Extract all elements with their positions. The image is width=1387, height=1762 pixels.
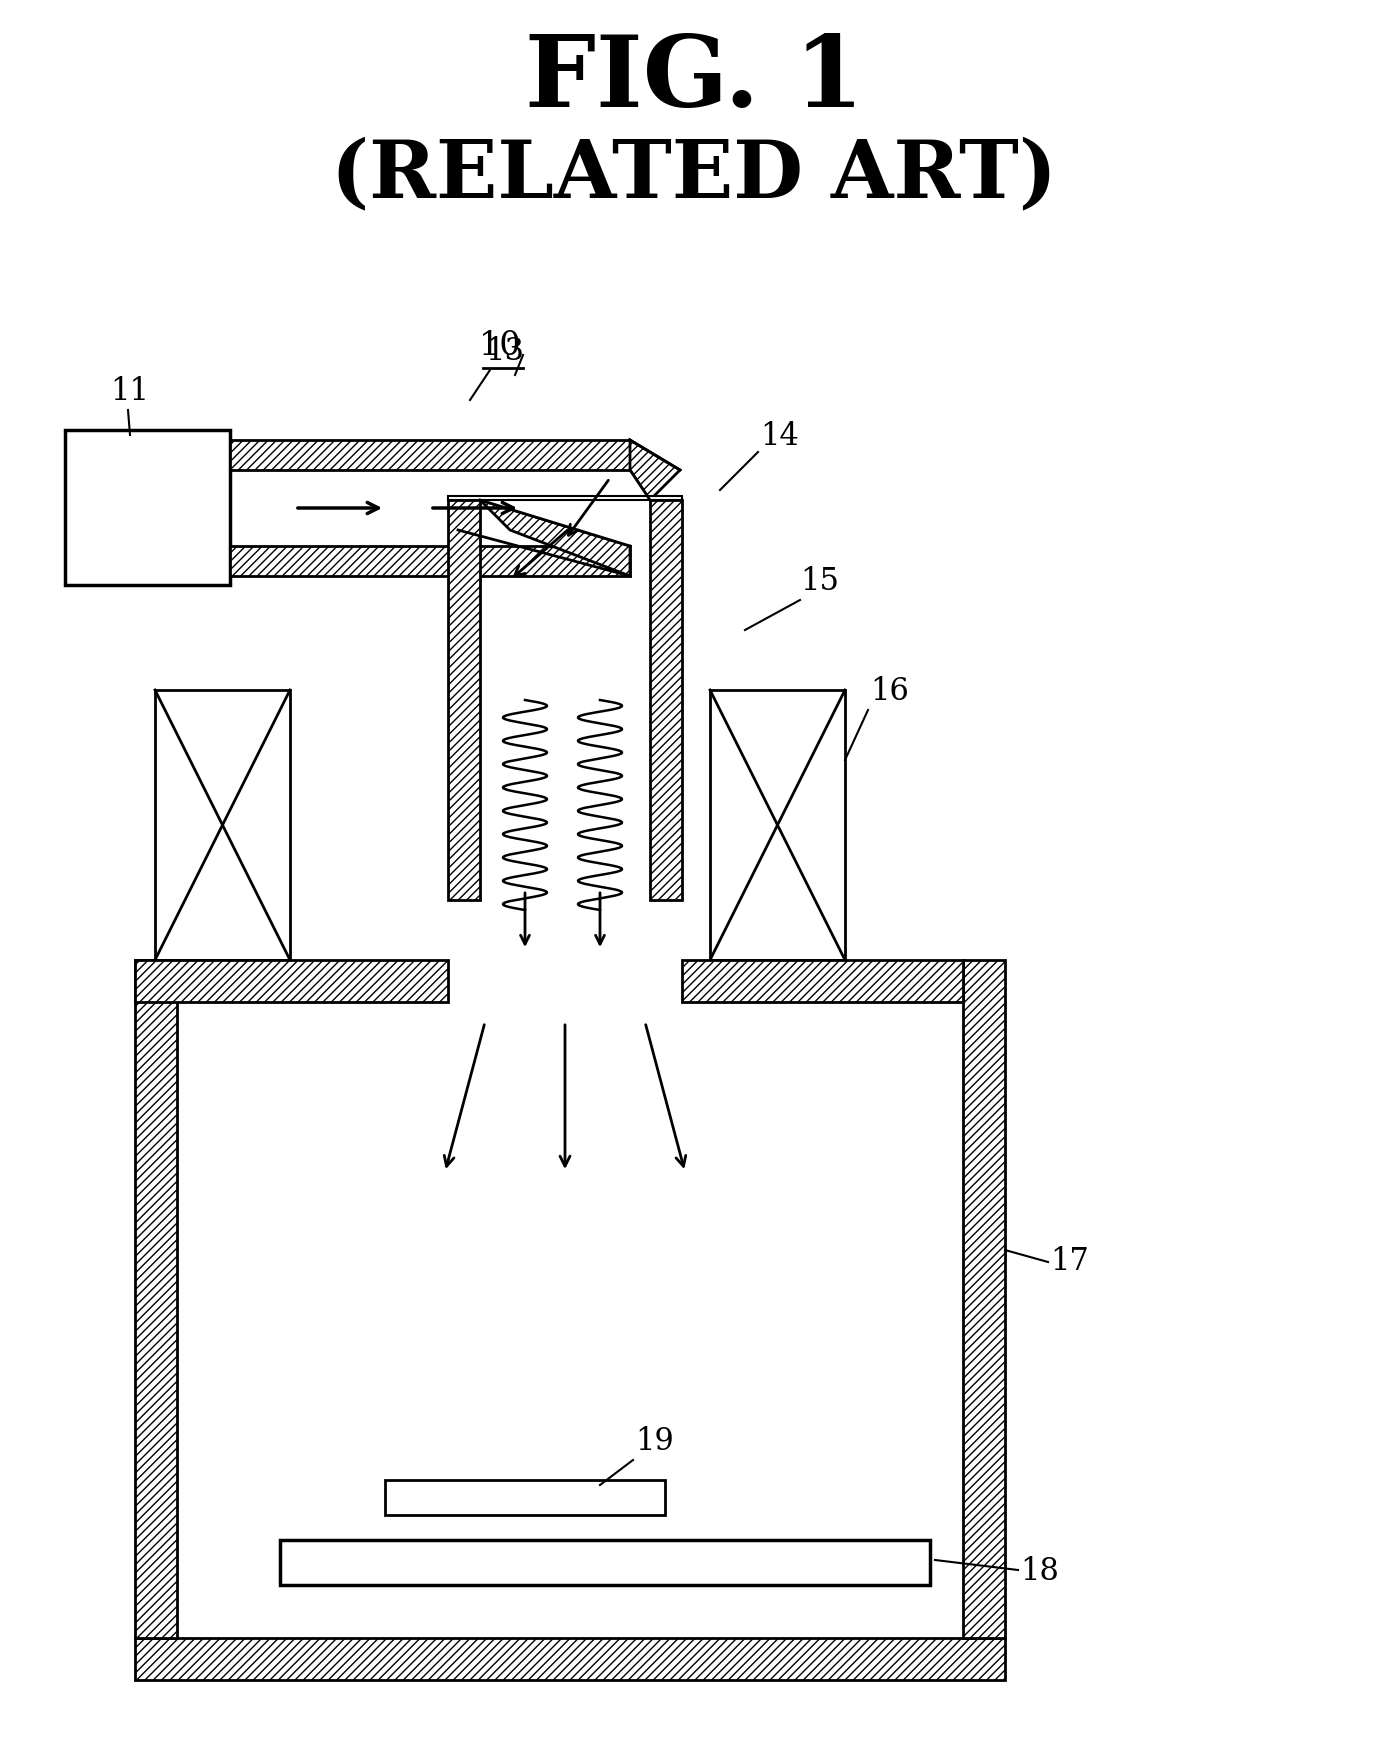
Text: 14: 14 [760,421,799,453]
Text: 17: 17 [1050,1246,1089,1277]
Text: 19: 19 [635,1425,674,1457]
Bar [448,495,682,500]
Text: 11: 11 [110,375,148,407]
Polygon shape [630,440,680,500]
Bar [135,1639,1006,1679]
Bar [280,1540,931,1586]
Bar [448,500,480,900]
Text: 15: 15 [800,566,839,597]
Text: 10: 10 [479,329,522,361]
Bar [386,1480,664,1515]
Bar [682,960,963,1003]
Bar [155,691,290,960]
Text: 13: 13 [485,337,524,366]
Bar [135,960,448,1003]
Bar [963,960,1006,1639]
Text: FIG. 1: FIG. 1 [524,32,864,129]
Text: 18: 18 [1019,1556,1058,1588]
Bar [710,691,845,960]
Bar [230,440,630,470]
Polygon shape [480,470,651,546]
Text: (RELATED ART): (RELATED ART) [331,136,1057,213]
Bar [135,960,178,1639]
Bar [230,546,630,576]
Bar [65,430,230,585]
Polygon shape [480,500,630,576]
Text: 16: 16 [870,677,908,707]
Bar [651,500,682,900]
